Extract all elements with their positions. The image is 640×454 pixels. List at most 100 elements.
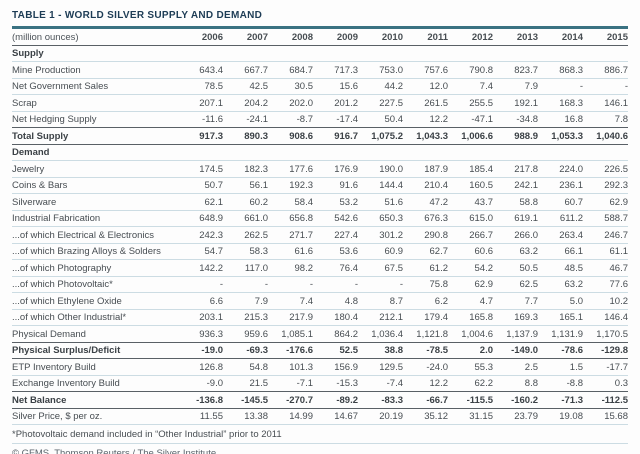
year-header: 2009	[313, 29, 358, 46]
cell-value: 192.1	[493, 94, 538, 112]
cell-value: 50.4	[358, 111, 403, 128]
cell-value: 271.7	[268, 226, 313, 244]
cell-value: 1,137.9	[493, 325, 538, 343]
row-label: ...of which Photovoltaic*	[12, 276, 178, 293]
cell-value: 823.7	[493, 61, 538, 79]
row-label: Net Hedging Supply	[12, 111, 178, 128]
cell-value: 936.3	[178, 325, 223, 343]
cell-value	[358, 45, 403, 62]
cell-value: 542.6	[313, 210, 358, 227]
row-label: Exchange Inventory Build	[12, 375, 178, 392]
cell-value: 58.3	[223, 243, 268, 260]
cell-value: 648.9	[178, 210, 223, 227]
cell-value: 8.8	[493, 375, 538, 392]
table-row: Physical Demand 936.3 959.6 1,085.1 864.2 1,0…	[12, 325, 628, 343]
year-header: 2011	[403, 29, 448, 46]
cell-value	[268, 144, 313, 161]
cell-value: 1,040.6	[583, 127, 628, 145]
cell-value: 224.0	[538, 160, 583, 178]
cell-value: 790.8	[448, 61, 493, 79]
cell-value: 2.0	[448, 342, 493, 359]
cell-value: 292.3	[583, 177, 628, 194]
table-row: ...of which Ethylene Oxide 6.6 7.9 7.4 4.8 8.…	[12, 292, 628, 310]
cell-value: 182.3	[223, 160, 268, 178]
cell-value: 676.3	[403, 210, 448, 227]
cell-value	[493, 45, 538, 62]
cell-value: 91.6	[313, 177, 358, 194]
cell-value: 1,121.8	[403, 325, 448, 343]
cell-value: 62.1	[178, 193, 223, 211]
cell-value: -149.0	[493, 342, 538, 359]
cell-value: 168.3	[538, 94, 583, 112]
cell-value	[223, 45, 268, 62]
cell-value: -24.1	[223, 111, 268, 128]
cell-value: -	[268, 276, 313, 293]
cell-value	[448, 144, 493, 161]
cell-value: 667.7	[223, 61, 268, 79]
cell-value: 35.12	[403, 408, 448, 425]
cell-value: 62.5	[493, 276, 538, 293]
row-label: Industrial Fabrication	[12, 210, 178, 227]
year-header: 2012	[448, 29, 493, 46]
table-row: Industrial Fabrication 648.9 661.0 656.8 542…	[12, 210, 628, 227]
cell-value: 19.08	[538, 408, 583, 425]
cell-value: 1,053.3	[538, 127, 583, 145]
row-label: Scrap	[12, 94, 178, 112]
cell-value: 60.7	[538, 193, 583, 211]
cell-value: -112.5	[583, 391, 628, 409]
table-header-row: (million ounces) 2006 2007 2008 2009 2010 201…	[12, 29, 628, 46]
cell-value: 4.8	[313, 292, 358, 310]
cell-value: 38.8	[358, 342, 403, 359]
cell-value: 165.8	[448, 309, 493, 326]
cell-value: 67.5	[358, 259, 403, 277]
cell-value: 1,085.1	[268, 325, 313, 343]
cell-value: 169.3	[493, 309, 538, 326]
cell-value: 62.2	[448, 375, 493, 392]
cell-value: 890.3	[223, 127, 268, 145]
cell-value	[583, 45, 628, 62]
cell-value: 44.2	[358, 78, 403, 95]
cell-value: 1,131.9	[538, 325, 583, 343]
cell-value: -19.0	[178, 342, 223, 359]
cell-value	[403, 45, 448, 62]
table-row: Mine Production 643.4 667.7 684.7 717.3 753.0…	[12, 61, 628, 79]
cell-value: 643.4	[178, 61, 223, 79]
cell-value: 51.6	[358, 193, 403, 211]
cell-value: -129.8	[583, 342, 628, 359]
cell-value: 227.5	[358, 94, 403, 112]
cell-value	[313, 144, 358, 161]
cell-value: -78.5	[403, 342, 448, 359]
row-label: Silverware	[12, 193, 178, 211]
table-row: ...of which Electrical & Electronics 242.…	[12, 226, 628, 244]
cell-value: 1,075.2	[358, 127, 403, 145]
cell-value: 6.2	[403, 292, 448, 310]
cell-value: 63.2	[538, 276, 583, 293]
cell-value	[358, 144, 403, 161]
cell-value	[448, 45, 493, 62]
row-label: Supply	[12, 45, 178, 62]
cell-value: 30.5	[268, 78, 313, 95]
cell-value: 236.1	[538, 177, 583, 194]
cell-value: 54.7	[178, 243, 223, 260]
cell-value: 753.0	[358, 61, 403, 79]
cell-value: 210.4	[403, 177, 448, 194]
cell-value: 77.6	[583, 276, 628, 293]
cell-value: 757.6	[403, 61, 448, 79]
cell-value: -160.2	[493, 391, 538, 409]
cell-value: 1,036.4	[358, 325, 403, 343]
cell-value: 217.9	[268, 309, 313, 326]
cell-value: 0.3	[583, 375, 628, 392]
cell-value: 908.6	[268, 127, 313, 145]
cell-value	[538, 144, 583, 161]
cell-value: 117.0	[223, 259, 268, 277]
year-header: 2010	[358, 29, 403, 46]
cell-value: -69.3	[223, 342, 268, 359]
cell-value: 916.7	[313, 127, 358, 145]
cell-value: 46.7	[583, 259, 628, 277]
cell-value: 180.4	[313, 309, 358, 326]
cell-value: 78.5	[178, 78, 223, 95]
cell-value: -17.7	[583, 358, 628, 376]
cell-value: 7.4	[448, 78, 493, 95]
cell-value: 60.2	[223, 193, 268, 211]
